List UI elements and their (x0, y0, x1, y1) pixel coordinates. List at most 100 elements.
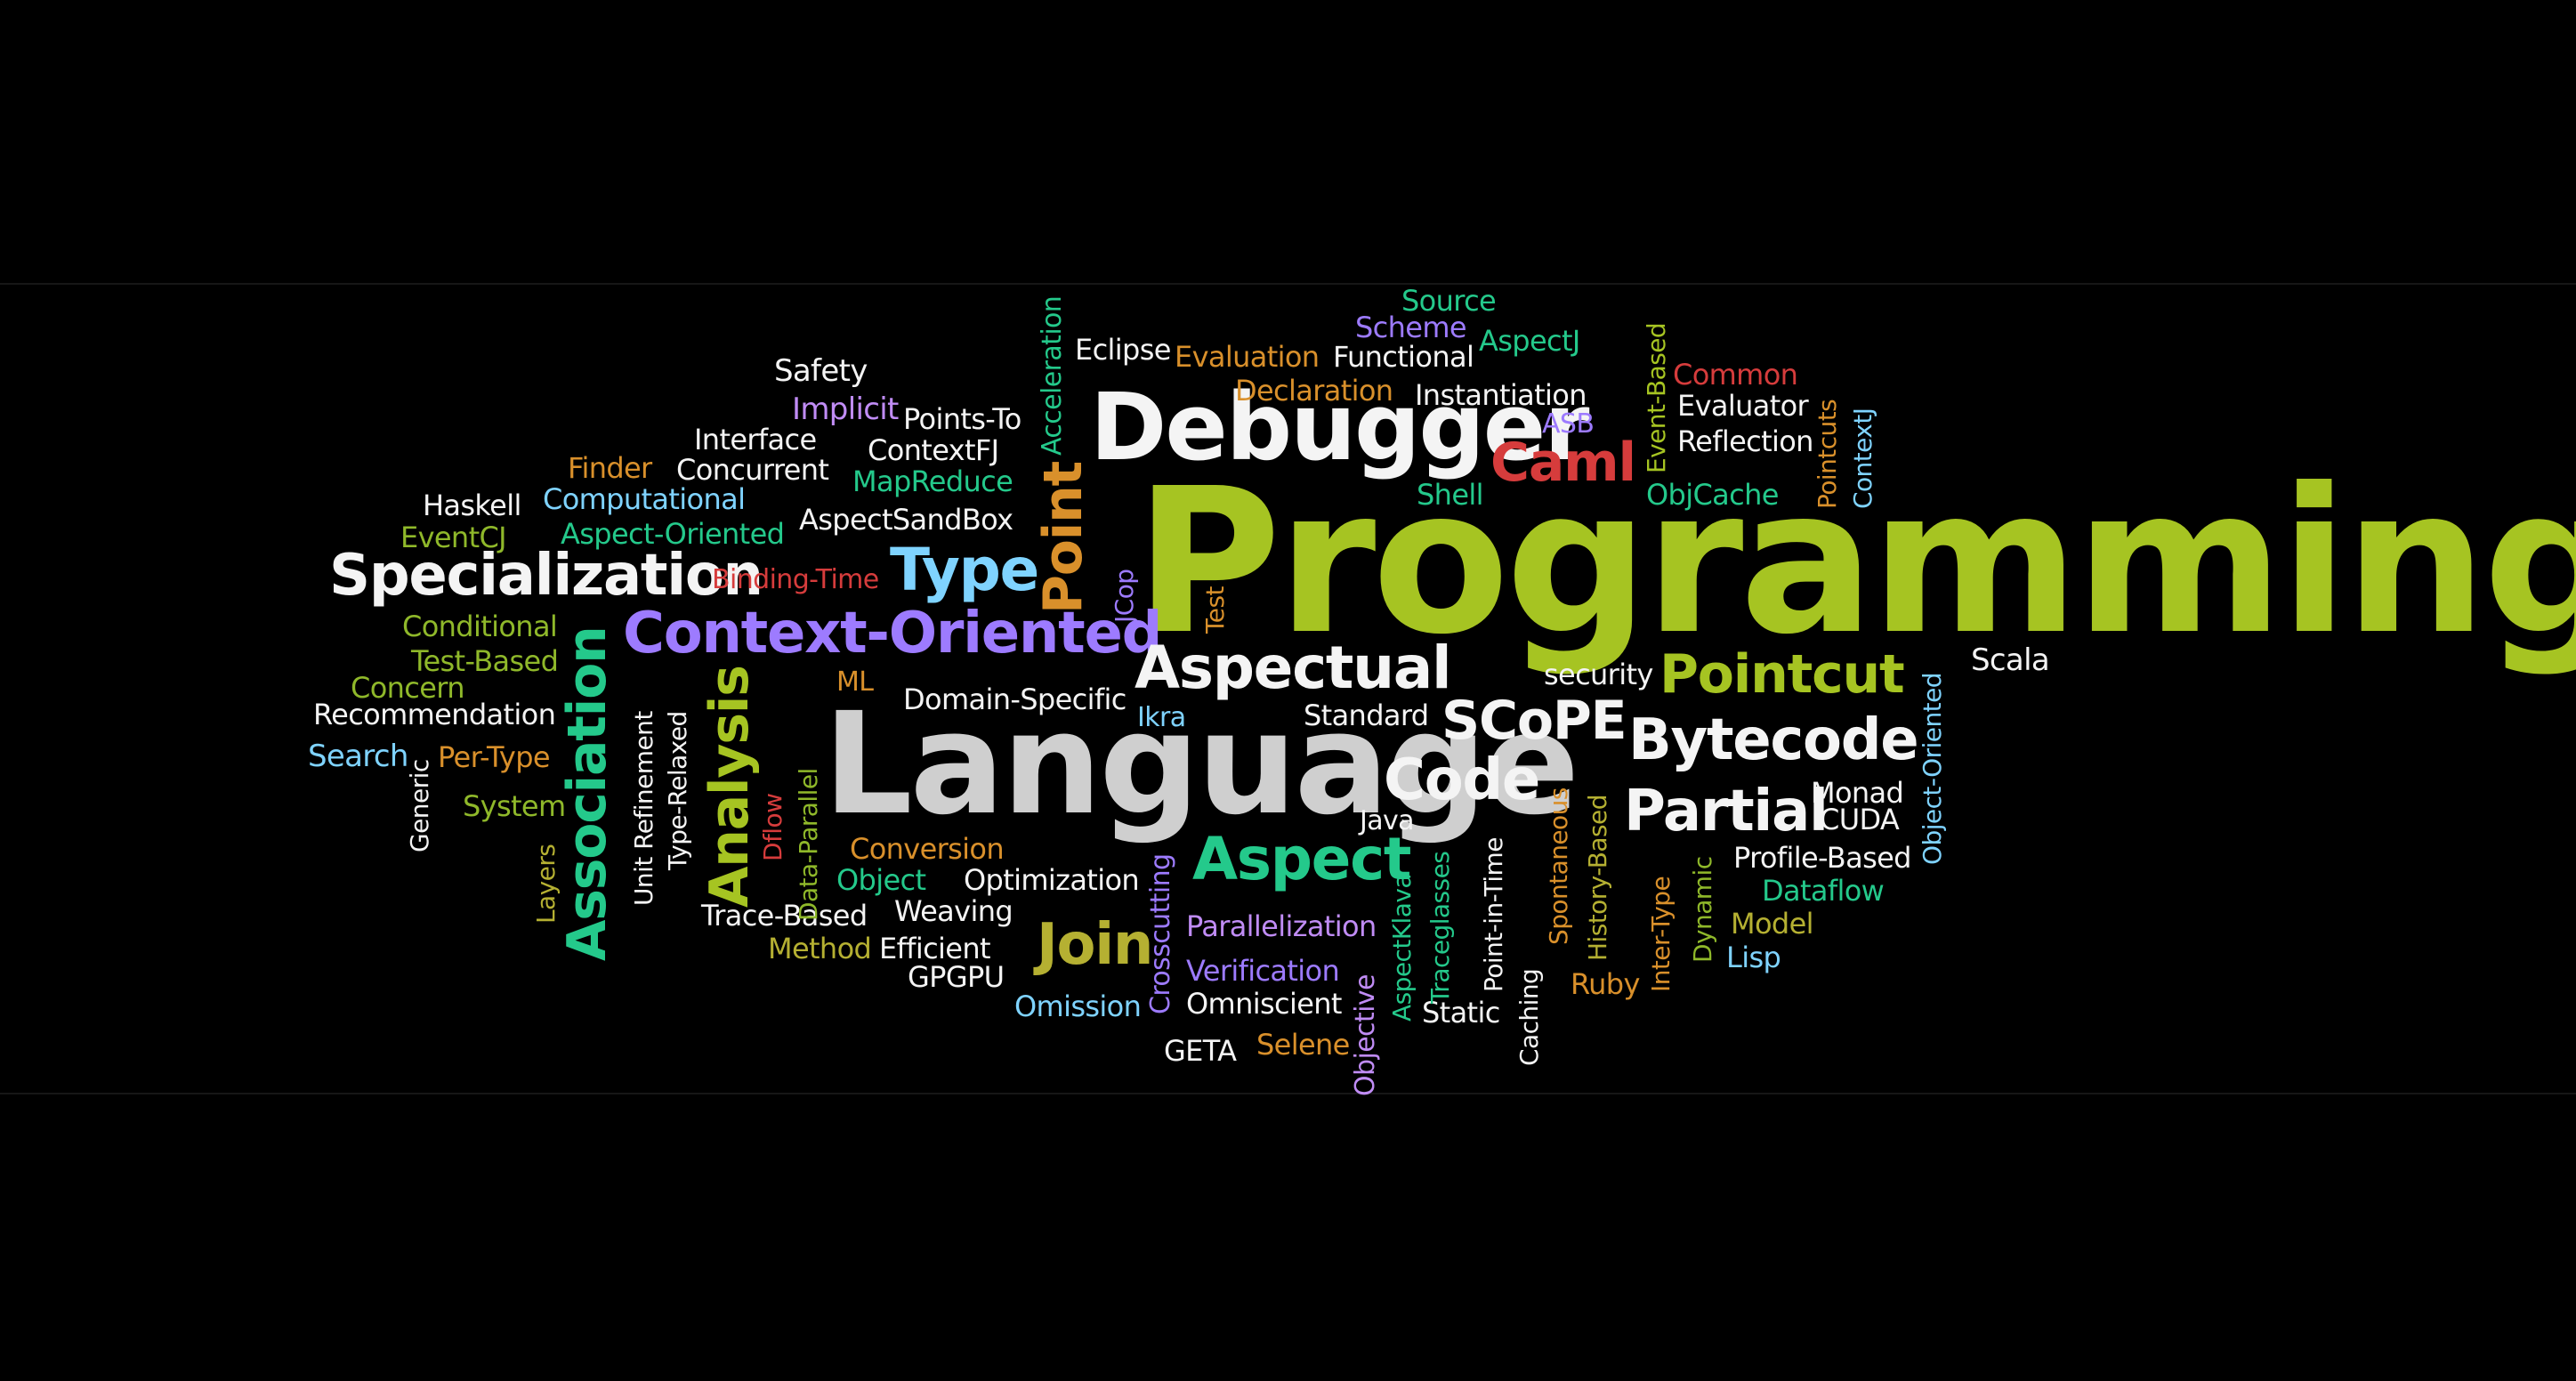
word-object: Object (836, 863, 926, 897)
word-code: Code (1384, 747, 1540, 813)
word-dataflow: Dataflow (1762, 874, 1885, 908)
word-common: Common (1673, 358, 1798, 392)
word-instantiation: Instantiation (1415, 378, 1587, 412)
word-domain-specific: Domain-Specific (903, 682, 1126, 716)
word-test-based: Test-Based (411, 644, 559, 678)
bottom-divider (0, 1093, 2576, 1094)
word-cuda: CUDA (1820, 803, 1900, 836)
word-association: Association (556, 626, 618, 961)
word-model: Model (1731, 907, 1814, 941)
word-crosscutting: Crosscutting (1145, 853, 1176, 1014)
word-implicit: Implicit (792, 392, 899, 427)
word-data-parallel: Data-Parallel (794, 768, 823, 921)
word-dflow: Dflow (758, 793, 787, 861)
word-spontaneous: Spontaneous (1544, 787, 1573, 945)
word-evaluator: Evaluator (1677, 389, 1809, 423)
word-context-oriented: Context-Oriented (623, 601, 1162, 666)
word-traceglasses: Traceglasses (1425, 851, 1455, 1004)
word-bytecode: Bytecode (1628, 707, 1919, 773)
word-concern: Concern (351, 671, 465, 705)
word-ikra: Ikra (1137, 702, 1186, 733)
word-dynamic: Dynamic (1688, 856, 1717, 963)
word-efficient: Efficient (879, 932, 991, 965)
word-scope: SCoPE (1441, 690, 1627, 752)
word-type-relaxed: Type-Relaxed (663, 711, 692, 870)
word-java: Java (1360, 805, 1415, 836)
word-objcache: ObjCache (1646, 478, 1779, 512)
word-debugger: Debugger (1090, 373, 1590, 481)
word-eclipse: Eclipse (1075, 333, 1171, 367)
word-aspectual: Aspectual (1135, 634, 1452, 702)
word-eventcj: EventCJ (400, 521, 507, 554)
word-standard: Standard (1304, 699, 1429, 732)
word-aspect-oriented: Aspect-Oriented (561, 517, 785, 551)
word-contextj: ContextJ (1848, 408, 1877, 509)
word-unit-refinement: Unit Refinement (629, 711, 658, 906)
word-binding-time: Binding-Time (712, 564, 879, 595)
word-objective: Objective (1350, 974, 1381, 1096)
word-history-based: History-Based (1583, 795, 1612, 961)
word-interface: Interface (694, 423, 817, 456)
word-method: Method (768, 932, 872, 965)
word-generic: Generic (405, 759, 434, 852)
word-object-oriented: Object-Oriented (1918, 673, 1947, 865)
word-verification: Verification (1186, 954, 1340, 988)
word-aspectsandbox: AspectSandBox (799, 503, 1013, 537)
word-reflection: Reflection (1677, 424, 1813, 458)
word-scala: Scala (1971, 642, 2050, 678)
word-join: Join (1037, 912, 1153, 978)
word-safety: Safety (774, 353, 868, 389)
top-divider (0, 283, 2576, 285)
word-contextfj: ContextFJ (868, 433, 999, 467)
word-partial: Partial (1624, 779, 1829, 844)
word-omission: Omission (1014, 989, 1142, 1023)
word-profile-based: Profile-Based (1733, 841, 1911, 875)
word-mapreduce: MapReduce (852, 464, 1013, 498)
word-acceleration: Acceleration (1037, 295, 1068, 456)
word-programming: Programming (1135, 446, 2576, 679)
word-trace-based: Trace-Based (701, 899, 868, 933)
word-evaluation: Evaluation (1175, 340, 1320, 374)
word-point: Point (1032, 461, 1094, 614)
word-scheme: Scheme (1355, 311, 1467, 344)
word-layers: Layers (531, 844, 561, 924)
word-search: Search (308, 739, 408, 774)
word-parallelization: Parallelization (1186, 909, 1377, 943)
word-language: Language (823, 682, 1579, 846)
word-specialization: Specialization (329, 543, 763, 609)
word-geta: GETA (1164, 1034, 1237, 1068)
word-event-based: Event-Based (1642, 322, 1671, 473)
word-aspectj: AspectJ (1479, 324, 1580, 358)
word-functional: Functional (1333, 340, 1474, 374)
word-conditional: Conditional (402, 610, 558, 643)
word-caml: Caml (1490, 432, 1636, 494)
word-gpgpu: GPGPU (908, 960, 1005, 994)
word-source: Source (1401, 284, 1497, 318)
word-shell: Shell (1417, 478, 1484, 512)
word-security: security (1544, 658, 1653, 691)
word-aspect: Aspect (1192, 825, 1411, 893)
word-caching: Caching (1514, 968, 1544, 1066)
word-analysis: Analysis (699, 666, 761, 908)
word-conversion: Conversion (850, 832, 1005, 866)
word-inter-type: Inter-Type (1646, 876, 1676, 992)
word-concurrent: Concurrent (676, 453, 829, 487)
word-point-in-time: Point-in-Time (1479, 837, 1508, 992)
word-omniscient: Omniscient (1186, 987, 1342, 1021)
word-declaration: Declaration (1235, 374, 1393, 408)
word-asb: ASB (1542, 408, 1595, 440)
word-optimization: Optimization (964, 863, 1140, 897)
word-finder: Finder (568, 451, 652, 485)
word-recommendation: Recommendation (313, 698, 556, 731)
word-aspectklava: AspectKlava (1387, 874, 1417, 1022)
word-pointcuts: Pointcuts (1813, 399, 1842, 509)
word-per-type: Per-Type (438, 740, 551, 774)
word-pointcut: Pointcut (1659, 643, 1905, 706)
word-haskell: Haskell (423, 489, 521, 522)
word-computational: Computational (543, 482, 746, 516)
word-points-to: Points-To (903, 402, 1022, 436)
word-ml: ML (836, 666, 874, 698)
word-lisp: Lisp (1726, 941, 1781, 974)
